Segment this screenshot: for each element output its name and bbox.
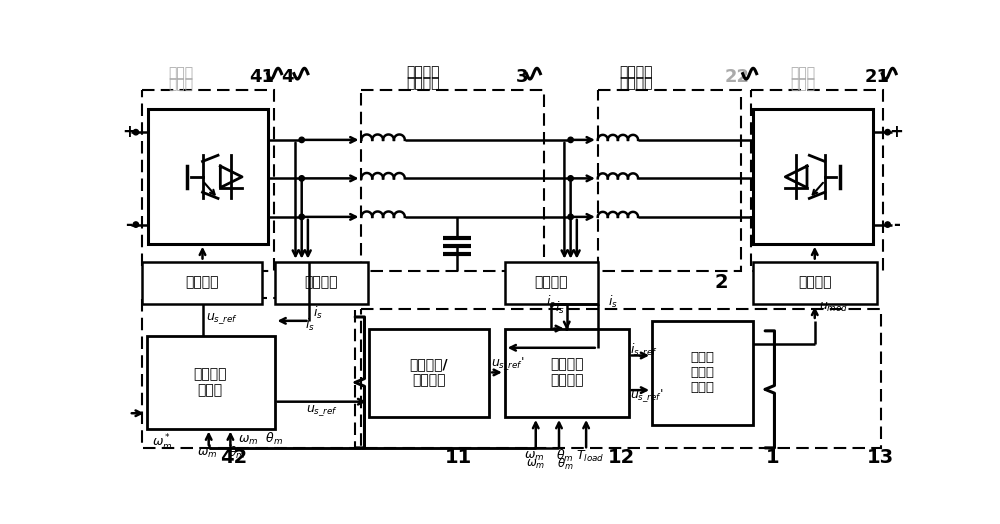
Text: $\theta_m$: $\theta_m$ [557, 456, 574, 472]
Text: +: + [889, 123, 903, 141]
Text: $i_{s\_ref}$: $i_{s\_ref}$ [630, 341, 658, 359]
Text: 电压传输/
补偿环节: 电压传输/ 补偿环节 [409, 357, 448, 388]
Text: 41: 41 [249, 68, 274, 86]
Text: 11: 11 [445, 447, 472, 466]
Bar [142, 90, 274, 271]
Bar [147, 336, 275, 429]
Text: 4: 4 [282, 68, 294, 86]
Bar [598, 90, 741, 271]
Bar [753, 261, 877, 304]
Bar [505, 329, 629, 417]
Circle shape [568, 137, 573, 143]
Text: 脉宽调制: 脉宽调制 [186, 275, 219, 289]
Text: 电流控制: 电流控制 [620, 65, 653, 79]
Circle shape [299, 137, 304, 143]
Bar [369, 329, 489, 417]
Circle shape [568, 214, 573, 220]
Text: 电流采样: 电流采样 [304, 275, 338, 289]
Bar [361, 309, 881, 448]
Bar [275, 261, 368, 304]
Circle shape [133, 129, 139, 135]
Text: 42: 42 [220, 447, 247, 466]
Text: 电流全
带宽控
制环节: 电流全 带宽控 制环节 [690, 351, 714, 394]
Text: $\omega_m\ \ \theta_m$: $\omega_m\ \ \theta_m$ [238, 431, 283, 446]
Text: 21: 21 [864, 68, 889, 86]
Text: -: - [893, 215, 900, 234]
Bar [505, 261, 598, 304]
Text: 22: 22 [725, 68, 750, 86]
Circle shape [568, 176, 573, 181]
Text: 阻抗网络: 阻抗网络 [407, 76, 440, 90]
Bar [753, 109, 873, 244]
Bar [652, 321, 753, 425]
Text: $u_{s\_ref}$: $u_{s\_ref}$ [206, 311, 238, 326]
Text: 12: 12 [607, 447, 635, 466]
Text: $\omega_m^*$: $\omega_m^*$ [152, 432, 173, 453]
Text: $i_s$: $i_s$ [546, 293, 556, 310]
Text: 逆变器: 逆变器 [791, 78, 816, 92]
Text: 2: 2 [715, 273, 729, 292]
Text: $i_s$: $i_s$ [305, 316, 315, 333]
Text: 逆变器: 逆变器 [168, 78, 193, 92]
Text: 阻抗网络: 阻抗网络 [620, 76, 653, 90]
Text: $\theta_m$: $\theta_m$ [228, 445, 245, 461]
Text: 驱动侧: 驱动侧 [168, 67, 193, 81]
Text: $u_{mod}$: $u_{mod}$ [819, 301, 848, 314]
Circle shape [299, 214, 304, 220]
Text: 电驱调速
控制器: 电驱调速 控制器 [194, 367, 227, 398]
Text: 模拟工况
数学模型: 模拟工况 数学模型 [550, 357, 584, 388]
Text: 电流采样: 电流采样 [534, 275, 568, 289]
Text: $\theta_m$: $\theta_m$ [556, 449, 574, 464]
Bar [142, 298, 355, 448]
Text: $\omega_m$: $\omega_m$ [526, 457, 545, 471]
Text: $u_{s\_ref}$': $u_{s\_ref}$' [630, 387, 664, 404]
Bar [751, 90, 883, 271]
Text: $i_s$: $i_s$ [555, 300, 565, 316]
Text: 电机侧: 电机侧 [791, 67, 816, 81]
Text: $u_{s\_ref}$': $u_{s\_ref}$' [491, 355, 524, 372]
Text: 3: 3 [516, 68, 528, 86]
Text: $i_s$: $i_s$ [313, 305, 323, 321]
Circle shape [885, 222, 890, 227]
Text: $\omega_m$: $\omega_m$ [197, 447, 217, 460]
Text: 纹波抑制: 纹波抑制 [407, 65, 440, 79]
Circle shape [133, 222, 139, 227]
Circle shape [299, 176, 304, 181]
Bar [142, 261, 262, 304]
Text: $u_{s\_ref}$: $u_{s\_ref}$ [306, 403, 338, 418]
Text: $\omega_m$: $\omega_m$ [524, 450, 544, 463]
Text: -: - [125, 215, 132, 234]
Text: 1: 1 [765, 447, 779, 466]
Circle shape [885, 129, 890, 135]
Text: 脉宽调制: 脉宽调制 [798, 275, 832, 289]
Bar [361, 90, 544, 271]
Text: 13: 13 [867, 447, 894, 466]
Text: $i_s$: $i_s$ [608, 293, 618, 310]
Text: $T_{load}$: $T_{load}$ [576, 449, 604, 464]
Text: +: + [122, 123, 136, 141]
Bar [148, 109, 268, 244]
